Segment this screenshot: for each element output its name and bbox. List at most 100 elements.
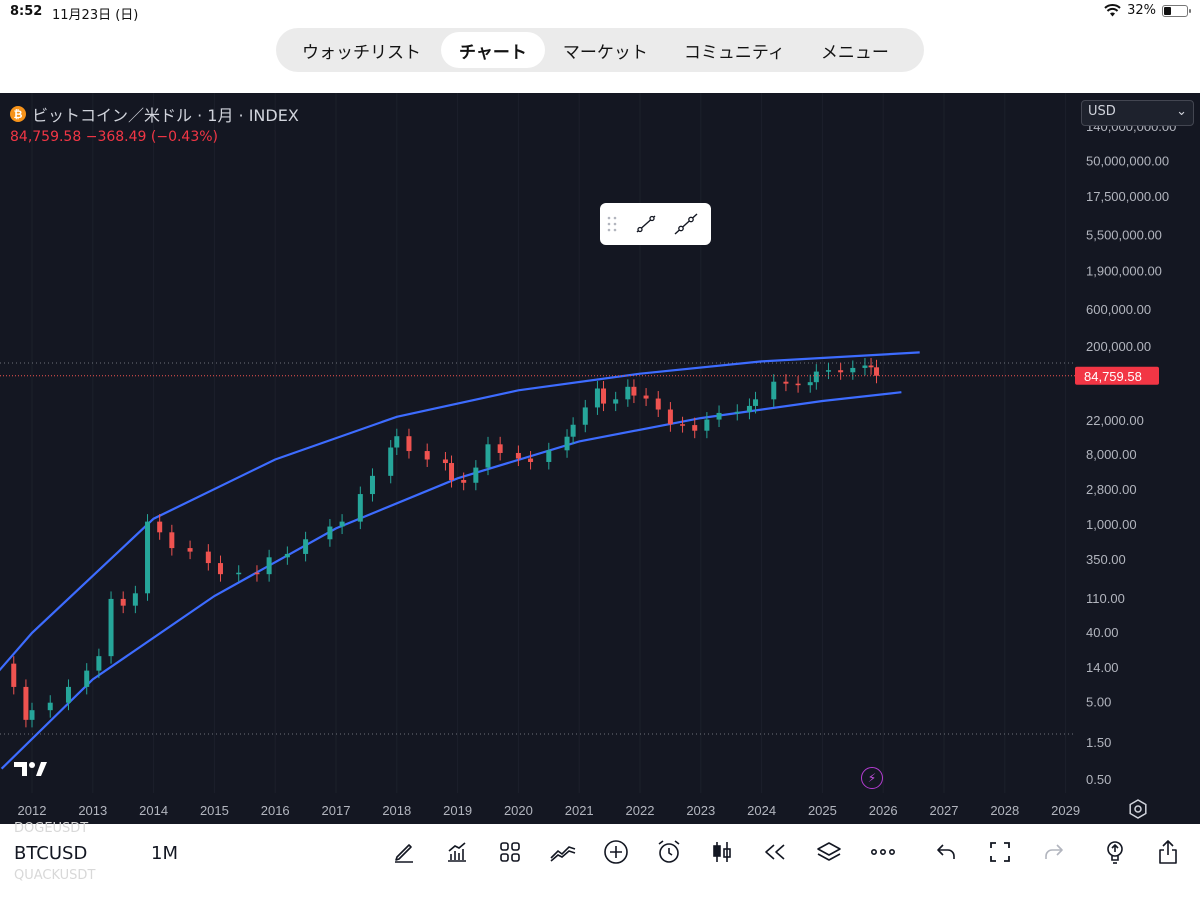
- drawing-toolbar: [600, 203, 711, 245]
- settings-gear-icon[interactable]: [1126, 797, 1150, 821]
- nav-tab-2[interactable]: マーケット: [562, 42, 648, 63]
- y-axis-label: 5,500,000.00: [1086, 228, 1162, 243]
- candle-body: [357, 494, 363, 522]
- battery-icon: [1162, 4, 1191, 17]
- alarm-clock-icon[interactable]: [655, 838, 683, 866]
- chart-pane[interactable]: 140,000,000.00 50,000,000.00 17,500,000.00…: [0, 93, 1200, 824]
- drawing-pen-icon[interactable]: [390, 838, 418, 866]
- candles-style-icon[interactable]: [708, 838, 736, 866]
- y-axis-label: 2,800.00: [1086, 482, 1137, 497]
- candle-body: [442, 459, 448, 464]
- x-axis-label: 2013: [78, 803, 107, 818]
- x-axis-label: 2028: [990, 803, 1019, 818]
- x-axis-label: 2016: [261, 803, 290, 818]
- candle-body: [157, 521, 163, 533]
- lightning-icon[interactable]: ⚡: [861, 767, 883, 789]
- last-price-tag: [1075, 366, 1159, 385]
- candle-body: [813, 371, 819, 383]
- status-bar: 8:52 11月23日 (日) 32%: [0, 0, 1200, 24]
- y-axis-label: 200,000.00: [1086, 339, 1151, 354]
- x-axis-label: 2021: [565, 803, 594, 818]
- candle-body: [461, 479, 467, 483]
- x-axis-label: 2017: [322, 803, 351, 818]
- candle-body: [406, 436, 412, 452]
- candle-body: [84, 670, 90, 687]
- y-axis-label: 17,500,000.00: [1086, 189, 1169, 204]
- price-chart[interactable]: 140,000,000.0050,000,000.0017,500,000.00…: [0, 93, 1200, 824]
- undo-icon[interactable]: [932, 838, 960, 866]
- candle-body: [838, 370, 844, 373]
- replay-rewind-icon[interactable]: [761, 838, 789, 866]
- y-axis-label: 600,000.00: [1086, 302, 1151, 317]
- candle-body: [473, 467, 479, 483]
- symbol-selector[interactable]: BTCUSD: [14, 843, 88, 864]
- add-plus-icon[interactable]: [602, 838, 630, 866]
- candle-body: [716, 412, 722, 420]
- chevron-down-icon: ⌄: [1176, 104, 1187, 119]
- candle-body: [217, 563, 223, 575]
- upper-channel-line: [0, 351, 920, 672]
- lower-channel-line: [0, 391, 902, 770]
- nav-tab-3[interactable]: コミュニティ: [683, 42, 785, 63]
- candle-body: [108, 598, 114, 657]
- layers-icon[interactable]: [815, 838, 843, 866]
- candle-body: [667, 409, 673, 425]
- candle-body: [65, 686, 71, 703]
- extended-line-icon[interactable]: [672, 210, 700, 238]
- candle-body: [613, 399, 619, 404]
- y-axis-label: 350.00: [1086, 552, 1126, 567]
- x-axis-label: 2012: [18, 803, 47, 818]
- candle-body: [734, 411, 740, 414]
- candle-body: [145, 521, 151, 594]
- nav-tab-1[interactable]: チャート: [441, 32, 545, 68]
- more-dots-icon[interactable]: [869, 838, 897, 866]
- candle-body: [807, 382, 813, 386]
- nav-tab-0[interactable]: ウォッチリスト: [302, 42, 421, 63]
- current-price: 84,759.58: [10, 129, 82, 145]
- chart-title: ビットコイン／米ドル · 1月 · INDEX: [32, 106, 299, 125]
- candle-body: [23, 686, 29, 720]
- drag-handle-icon[interactable]: [606, 215, 618, 233]
- candle-body: [704, 419, 710, 431]
- interval-selector[interactable]: 1M: [151, 843, 178, 864]
- candle-body: [254, 572, 260, 575]
- candle-body: [582, 407, 588, 425]
- templates-grid-icon[interactable]: [496, 838, 524, 866]
- candle-body: [339, 521, 345, 527]
- fullscreen-icon[interactable]: [986, 838, 1014, 866]
- candle-body: [594, 388, 600, 408]
- candle-body: [388, 447, 394, 476]
- candle-body: [303, 539, 309, 554]
- price-change: −368.49 (−0.43%): [85, 129, 219, 145]
- x-axis-label: 2025: [808, 803, 837, 818]
- candle-body: [692, 425, 698, 431]
- candle-body: [631, 386, 637, 396]
- indicators-icon[interactable]: [443, 838, 471, 866]
- x-axis-label: 2014: [139, 803, 168, 818]
- currency-select[interactable]: USD ⌄: [1081, 100, 1194, 126]
- candle-body: [327, 526, 333, 540]
- candle-body: [394, 436, 400, 448]
- ideas-lightbulb-icon[interactable]: [1101, 838, 1129, 866]
- redo-icon[interactable]: [1040, 838, 1068, 866]
- candle-body: [485, 444, 491, 468]
- trend-line-icon[interactable]: [632, 210, 660, 238]
- compare-icon[interactable]: [549, 838, 577, 866]
- candle-body: [205, 551, 211, 564]
- scroll-hint-symbol-below[interactable]: QUACKUSDT: [14, 868, 96, 883]
- y-axis-label: 40.00: [1086, 625, 1119, 640]
- candle-body: [601, 388, 607, 404]
- symbol-title[interactable]: ₿ ビットコイン／米ドル · 1月 · INDEX: [10, 102, 299, 126]
- x-axis-label: 2027: [930, 803, 959, 818]
- scroll-hint-symbol-above[interactable]: DOGEUSDT: [14, 821, 89, 836]
- candle-body: [783, 381, 789, 384]
- share-icon[interactable]: [1154, 838, 1182, 866]
- y-axis-label: 110.00: [1086, 591, 1125, 606]
- candle-body: [120, 598, 126, 606]
- candle-body: [236, 572, 242, 575]
- candle-body: [515, 452, 521, 459]
- last-price-label: 84,759.58: [1084, 369, 1142, 384]
- nav-tab-4[interactable]: メニュー: [820, 42, 889, 63]
- candle-body: [96, 656, 102, 671]
- y-axis-label: 0.50: [1086, 772, 1111, 787]
